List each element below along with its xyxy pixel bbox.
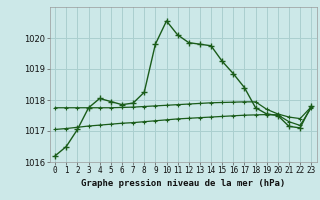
X-axis label: Graphe pression niveau de la mer (hPa): Graphe pression niveau de la mer (hPa) — [81, 179, 285, 188]
